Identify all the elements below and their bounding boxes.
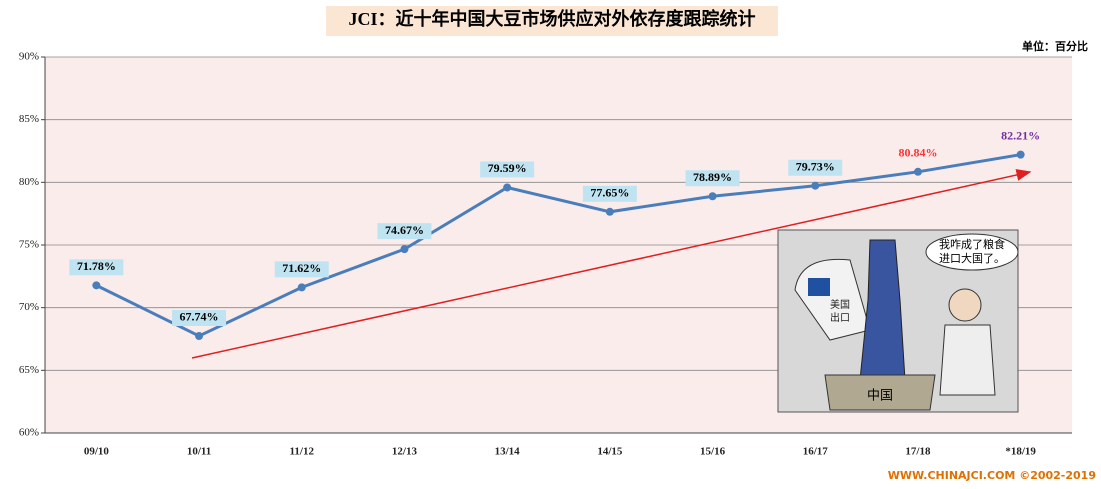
point	[1016, 150, 1025, 159]
x-tick-label: 09/10	[84, 446, 110, 458]
x-tick-label: 10/11	[187, 446, 211, 458]
y-tick-label: 65%	[19, 364, 39, 376]
point	[297, 283, 306, 292]
speech-bubble	[925, 233, 1019, 271]
value-label-box	[377, 223, 432, 240]
point	[913, 167, 922, 176]
y-tick-label: 90%	[19, 51, 39, 63]
value-label-box	[685, 170, 740, 187]
value-label: 71.62%	[282, 261, 321, 275]
y-tick-label: 80%	[19, 176, 39, 188]
y-tick-label: 75%	[19, 239, 39, 251]
bag-text: 出口	[830, 311, 850, 324]
value-label-box	[274, 261, 329, 278]
footer: WWW.CHINAJCI.COM ©2002-2019	[888, 469, 1096, 482]
unit-label: 单位：百分比	[1022, 39, 1088, 53]
point	[400, 245, 409, 254]
point	[195, 331, 204, 340]
x-tick-label: 13/14	[495, 446, 521, 458]
value-label-box	[172, 309, 227, 326]
point	[92, 281, 101, 290]
box-text: 中国	[867, 389, 893, 404]
y-tick-label: 70%	[19, 301, 39, 313]
x-tick-label: *18/19	[1005, 446, 1036, 458]
value-label: 79.73%	[796, 159, 835, 173]
x-tick-label: 14/15	[597, 446, 623, 458]
x-tick-label: 12/13	[392, 446, 418, 458]
x-tick-label: 11/12	[290, 446, 315, 458]
value-label-box	[69, 259, 124, 276]
x-tick-label: 17/18	[905, 446, 931, 458]
cartoon-head	[948, 288, 982, 322]
value-label: 67.74%	[180, 310, 219, 324]
value-label-box	[788, 159, 843, 176]
value-label: 71.78%	[77, 259, 116, 273]
point	[503, 183, 512, 192]
point	[605, 207, 614, 216]
chart-title: JCI：近十年中国大豆市场供应对外依存度跟踪统计	[348, 8, 755, 29]
trend-arrow	[191, 169, 1032, 359]
cartoon-farmer	[939, 324, 996, 396]
y-tick-label: 85%	[19, 113, 39, 125]
x-tick-label: 16/17	[803, 446, 829, 458]
y-tick-label: 60%	[19, 427, 39, 439]
value-label: 79.59%	[488, 161, 527, 175]
point	[708, 192, 717, 201]
cartoon-flag	[808, 278, 830, 296]
series-line	[95, 153, 1021, 338]
speech-text: 我咋成了粮食	[939, 237, 1005, 251]
point	[811, 181, 820, 190]
cartoon-box	[824, 374, 936, 411]
value-label-box	[480, 161, 535, 178]
speech-text: 进口大国了。	[939, 251, 1005, 265]
title-box	[326, 6, 778, 36]
value-label: 82.21%	[1001, 128, 1040, 142]
value-label: 78.89%	[693, 170, 732, 184]
value-label-box	[582, 185, 637, 202]
value-label: 80.84%	[898, 146, 937, 160]
cartoon	[777, 229, 1019, 413]
value-label: 77.65%	[590, 186, 629, 200]
bag-text: 美国	[830, 298, 850, 311]
value-label: 74.67%	[385, 223, 424, 237]
x-tick-label: 15/16	[700, 446, 726, 458]
